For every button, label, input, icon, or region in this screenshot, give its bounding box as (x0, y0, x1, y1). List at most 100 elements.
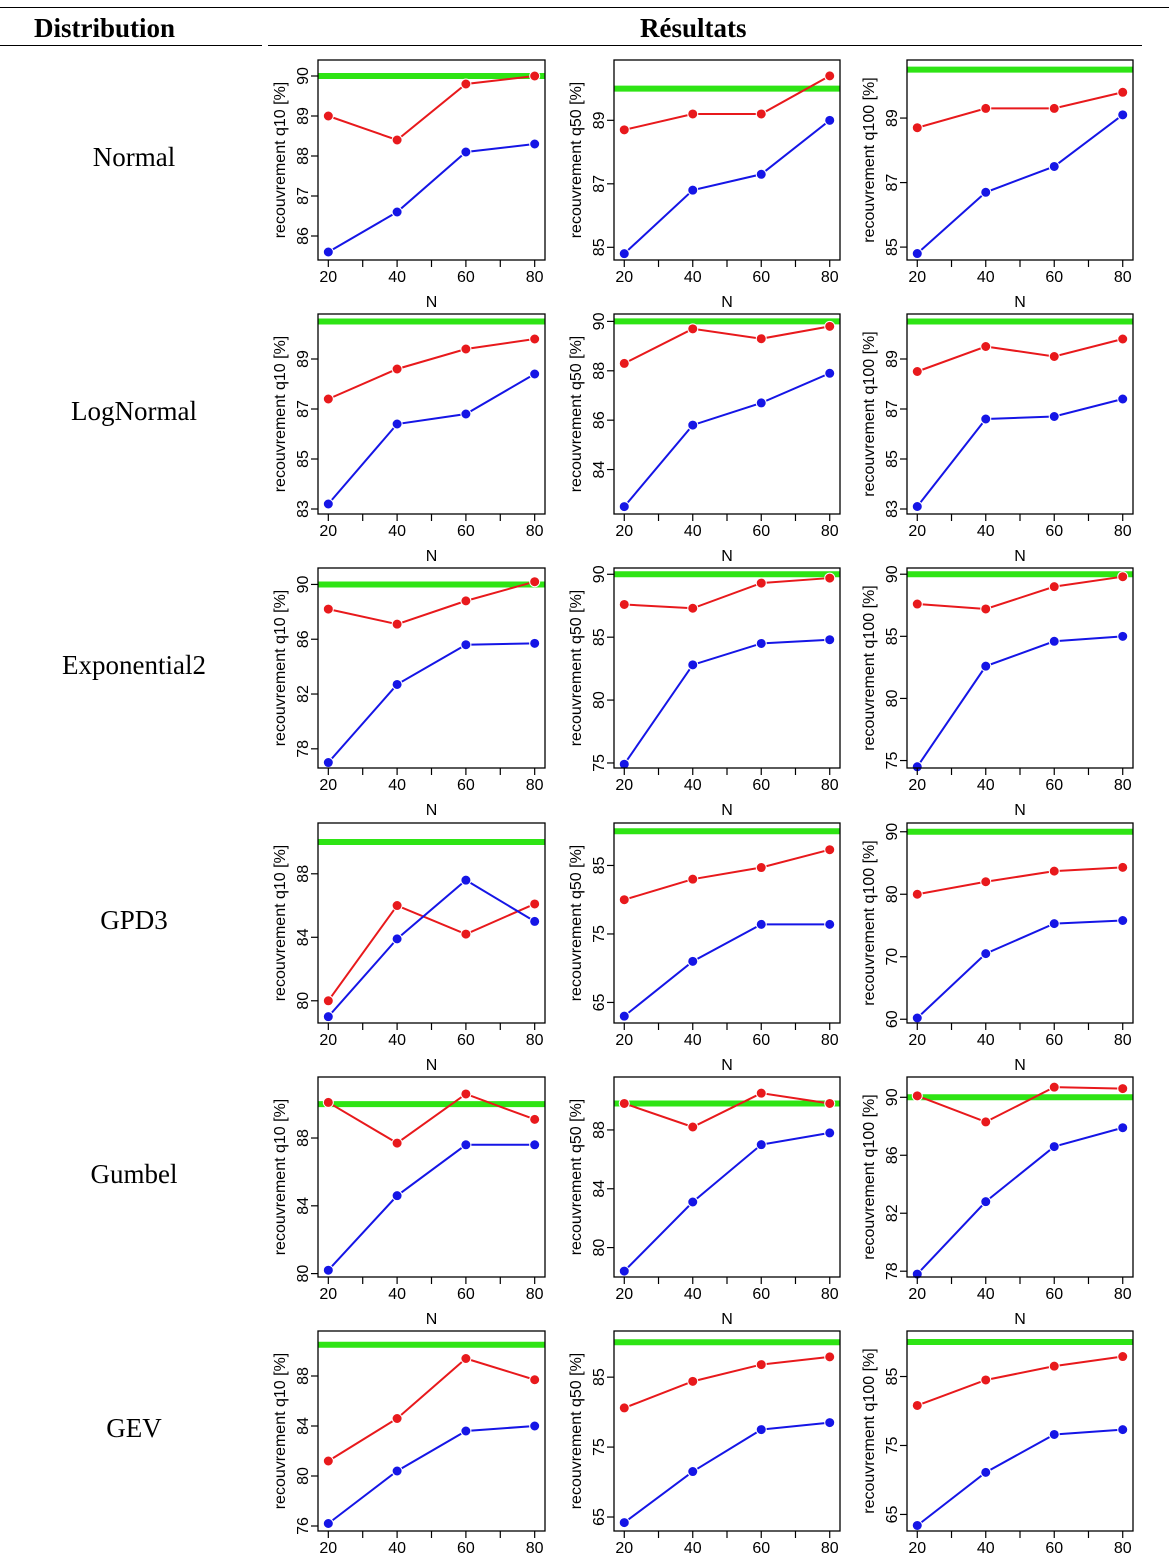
data-point (529, 1113, 541, 1125)
data-point (911, 248, 923, 260)
series-line (917, 866, 1123, 896)
data-point (824, 320, 836, 332)
data-point (755, 397, 767, 409)
x-tick-label: 40 (388, 523, 406, 540)
y-tick-label: 76 (295, 1517, 312, 1535)
plot-panel: 20 40 60 80 N 60 70 80 90 recouvrement q100 [%] (861, 822, 1134, 1074)
x-tick-label: 40 (388, 1286, 406, 1303)
y-tick-label: 78 (884, 1262, 901, 1280)
data-point (755, 637, 767, 649)
data-point (529, 576, 541, 588)
x-tick-label: 60 (752, 523, 770, 540)
y-tick-label: 85 (884, 238, 901, 256)
data-point (980, 341, 992, 352)
plot-frame (906, 822, 1134, 1024)
y-axis-label: recouvrement q10 [%] (272, 1099, 289, 1256)
data-point (980, 603, 992, 615)
plot-frame (317, 59, 546, 261)
series-line (916, 114, 1124, 255)
data-point (687, 184, 699, 196)
y-tick-label: 75 (884, 752, 901, 770)
x-tick-label: 20 (908, 523, 926, 540)
y-tick-label: 90 (884, 1088, 901, 1106)
x-tick-label: 80 (526, 1540, 544, 1557)
x-tick-label: 20 (319, 777, 337, 794)
y-tick-label: 87 (884, 174, 901, 192)
data-point (911, 1519, 923, 1531)
data-point (322, 1096, 334, 1108)
data-point (1117, 1122, 1129, 1134)
series-line (623, 119, 831, 255)
x-tick-label: 60 (752, 1286, 770, 1303)
series-line (327, 878, 536, 1018)
series-line (917, 91, 1123, 129)
y-tick-label: 89 (884, 350, 901, 368)
x-tick-label: 60 (1045, 523, 1063, 540)
x-tick-label: 20 (908, 1540, 926, 1557)
x-tick-label: 80 (1114, 523, 1132, 540)
series-line (916, 338, 1123, 373)
data-point (1048, 1141, 1060, 1153)
series-line (623, 1092, 830, 1129)
data-point (911, 888, 923, 900)
data-point (1048, 160, 1060, 172)
x-tick-label: 20 (319, 1032, 337, 1049)
y-tick-label: 89 (591, 111, 608, 129)
x-tick-label: 80 (1114, 269, 1132, 286)
data-point (755, 168, 767, 180)
data-point (322, 1455, 334, 1467)
data-point (460, 874, 472, 886)
series-line (623, 1131, 830, 1272)
distribution-label: Gumbel (90, 1159, 178, 1189)
x-tick-label: 80 (1114, 777, 1132, 794)
y-tick-label: 87 (884, 400, 901, 418)
y-axis-label: recouvrement q100 [%] (861, 77, 878, 242)
data-point (391, 933, 403, 945)
x-axis-label: N (1014, 294, 1026, 311)
header-distribution: Distribution (34, 13, 176, 43)
distribution-label: GEV (106, 1413, 162, 1443)
y-tick-label: 90 (591, 312, 608, 330)
x-tick-label: 40 (684, 1286, 702, 1303)
data-point (322, 110, 334, 122)
y-axis-label: recouvrement q10 [%] (272, 590, 289, 747)
y-tick-label: 82 (295, 685, 312, 703)
x-axis-label: N (1014, 1311, 1026, 1328)
x-tick-label: 80 (526, 777, 544, 794)
y-axis-label: recouvrement q10 [%] (272, 336, 289, 493)
y-tick-label: 88 (295, 147, 312, 165)
series-line (327, 1425, 535, 1525)
data-point (1117, 1424, 1129, 1436)
data-point (322, 1011, 334, 1023)
data-point (824, 1097, 836, 1109)
x-tick-label: 60 (457, 523, 475, 540)
y-tick-label: 90 (884, 565, 901, 583)
data-point (322, 603, 334, 615)
x-axis-label: N (721, 294, 733, 311)
data-point (687, 659, 699, 671)
data-point (980, 876, 992, 888)
y-tick-label: 84 (295, 1197, 312, 1215)
y-tick-label: 84 (295, 928, 312, 946)
data-point (755, 1359, 767, 1371)
top-rule (0, 7, 1169, 8)
series-line (327, 903, 536, 1002)
x-axis-label: N (426, 1311, 438, 1328)
plot-frame (317, 567, 546, 769)
data-point (460, 1425, 472, 1437)
plot-panel: 20 40 60 80 N 65 75 85 recouvrement q50 [%] (568, 822, 841, 1074)
x-axis-label: N (1014, 802, 1026, 819)
data-point (618, 598, 630, 610)
y-tick-label: 60 (884, 1010, 901, 1028)
x-tick-label: 60 (752, 269, 770, 286)
data-point (1117, 571, 1129, 583)
data-point (1117, 393, 1129, 405)
plot-panel: 20 40 60 80 N 80 84 88 recouvrement q50 [%] (568, 1076, 841, 1328)
plot-frame (317, 822, 546, 1024)
data-point (980, 1116, 992, 1128)
header-rule-left (0, 45, 262, 46)
x-tick-label: 40 (977, 269, 995, 286)
data-point (460, 639, 472, 651)
series-line (327, 338, 535, 400)
